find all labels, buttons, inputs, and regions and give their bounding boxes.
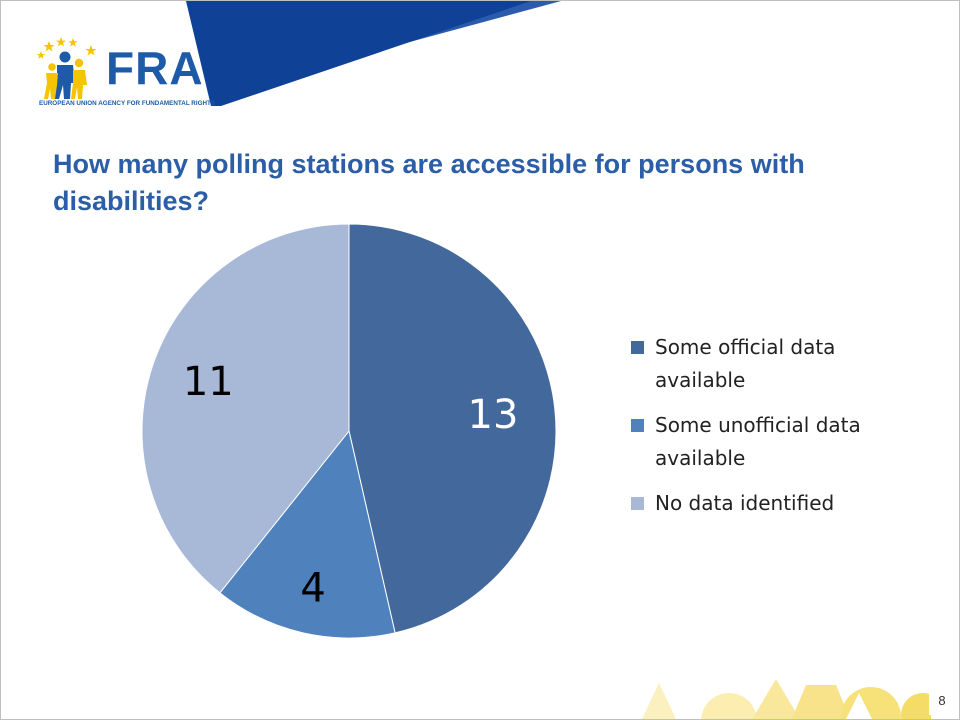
header-dark-shape — [186, 1, 531, 106]
decor-semicircle-1 — [701, 693, 757, 719]
fra-logo-figures-icon — [36, 37, 97, 99]
slide-title: How many polling stations are accessible… — [53, 149, 805, 216]
pie-slice — [141, 223, 350, 594]
eu-stars-icon — [36, 37, 97, 59]
legend-item: Some unofficial data available — [631, 409, 931, 475]
pie-slice — [219, 429, 396, 639]
fra-logo: FRA EUROPEAN UNION AGENCY FOR FUNDAMENTA… — [35, 35, 216, 115]
legend-item: No data identified — [631, 487, 931, 520]
pie-data-label: 13 — [468, 392, 519, 438]
fra-logo-tagline: EUROPEAN UNION AGENCY FOR FUNDAMENTAL RI… — [39, 100, 216, 107]
decor-triangle-1 — [641, 683, 677, 719]
legend-swatch — [631, 497, 644, 510]
decor-triangle-3 — [846, 693, 872, 719]
decor-triangle-2 — [752, 679, 800, 719]
fra-logo-text: FRA — [106, 42, 204, 94]
header-band — [186, 1, 561, 106]
legend-label: Some unofficial data available — [655, 413, 861, 470]
pie-slices — [141, 223, 557, 639]
legend-label: No data identified — [655, 491, 835, 515]
figures-icon — [44, 51, 87, 99]
chart-legend: Some official data available Some unoffic… — [631, 331, 931, 532]
pie-data-label: 4 — [300, 565, 325, 611]
pie-data-label: 11 — [183, 359, 234, 405]
decorative-shapes — [641, 679, 931, 719]
legend-item: Some official data available — [631, 331, 931, 397]
legend-label: Some official data available — [655, 335, 836, 392]
decor-circle-2 — [901, 693, 931, 719]
pie-slice — [348, 223, 557, 634]
legend-swatch — [631, 341, 644, 354]
pie-data-labels: 13 4 11 — [183, 359, 519, 612]
decor-arch-1 — [791, 685, 851, 719]
legend-swatch — [631, 419, 644, 432]
page-number: 8 — [929, 687, 955, 715]
